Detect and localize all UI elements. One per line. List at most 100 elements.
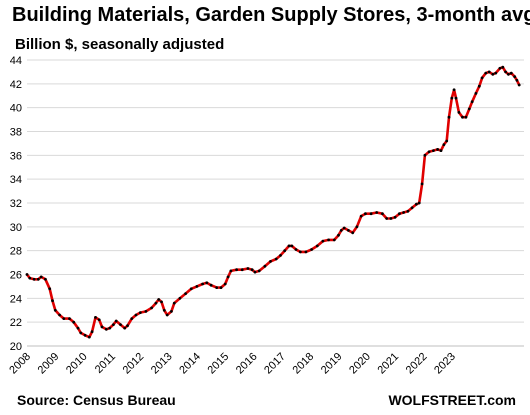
data-point [178,296,182,300]
y-tick-label: 28 [10,246,22,258]
data-point [108,326,112,330]
data-point [72,320,76,324]
data-point [454,96,458,100]
data-point [205,281,209,285]
data-point [436,148,439,151]
data-point [406,209,410,213]
data-point [100,325,104,329]
data-point [170,310,173,313]
data-point [369,212,373,216]
data-point [58,313,61,317]
data-point [53,308,57,312]
data-point [452,88,456,92]
data-point [364,212,367,216]
data-point [62,317,66,320]
data-point [501,65,505,69]
data-point [467,107,471,111]
data-point [144,310,148,313]
x-tick-label: 2009 [36,351,62,377]
data-point [263,264,267,268]
data-point [201,282,205,286]
data-point [457,111,461,114]
data-point [104,327,108,331]
data-point [442,143,446,147]
data-point [359,214,363,218]
y-tick-label: 36 [10,150,22,162]
data-point [240,268,244,272]
x-tick-label: 2014 [177,351,203,377]
data-point [32,277,36,281]
data-point [491,72,495,76]
data-point [279,254,282,257]
y-tick-label: 40 [10,103,22,115]
data-point [355,225,359,229]
data-point [310,248,313,251]
y-tick-label: 24 [10,293,22,305]
data-point [123,326,127,330]
data-point [447,115,451,119]
brand-label: WOLFSTREET.com [388,392,516,408]
data-point [507,72,510,76]
y-tick-label: 34 [10,174,22,186]
data-point [162,308,166,312]
data-point [235,268,239,272]
data-point [445,139,449,143]
data-point [223,282,227,286]
data-point [393,215,397,219]
y-tick-label: 30 [10,222,22,234]
data-point [87,335,91,339]
data-point [398,212,401,216]
data-point [114,319,118,323]
data-point [509,71,513,75]
y-tick-label: 44 [10,55,22,67]
data-point [189,287,193,291]
data-point [274,257,278,261]
data-point [130,317,134,320]
data-point [215,286,219,289]
data-point [375,211,379,214]
data-point [253,270,257,274]
x-tick-label: 2011 [93,351,118,376]
data-point [504,70,507,74]
data-point [119,323,122,326]
data-point [209,283,213,287]
data-point [257,269,261,273]
data-point [321,239,325,243]
data-point [184,292,188,295]
data-point [494,71,498,75]
data-point [420,182,424,186]
data-point [68,317,71,320]
data-point [513,75,517,79]
data-point [83,333,87,337]
data-point [195,285,199,288]
x-tick-label: 2019 [319,351,345,377]
data-point [450,96,454,100]
x-tick-label: 2017 [262,351,288,377]
x-tick-label: 2010 [64,351,90,377]
y-tick-label: 32 [10,198,22,210]
data-point [337,233,340,237]
data-point [51,299,54,303]
data-point [138,311,142,314]
data-point [351,231,355,235]
data-point [287,244,291,248]
data-point [432,149,435,153]
data-point [36,277,40,281]
data-point [154,301,158,305]
y-tick-label: 20 [10,341,22,353]
data-point [474,92,478,95]
data-point [464,115,468,119]
data-point [332,238,336,242]
data-point [44,277,47,281]
data-point [134,313,138,317]
data-point [172,301,176,305]
data-point [517,83,521,87]
y-tick-label: 38 [10,127,22,139]
data-point [515,78,519,82]
data-point [498,66,502,70]
x-tick-label: 2020 [347,351,373,377]
y-tick-label: 22 [10,317,22,329]
data-point [165,313,169,317]
